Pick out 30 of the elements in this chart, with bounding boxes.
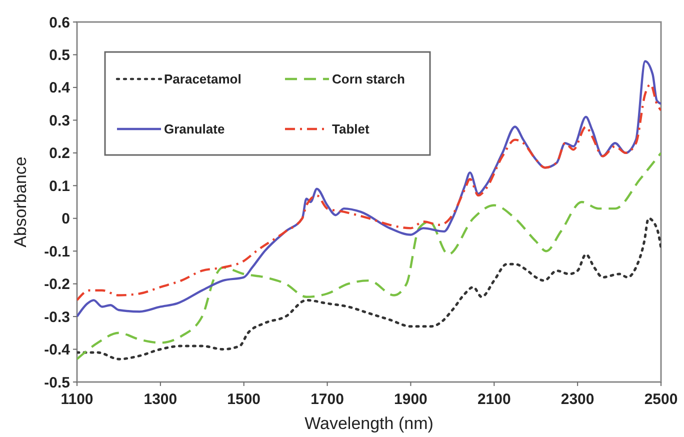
line-series: [77, 83, 661, 302]
x-tick-label: 2500: [644, 391, 678, 408]
x-tick-label: 1300: [144, 391, 178, 408]
x-tick-label: 2100: [477, 391, 511, 408]
y-tick-label: 0.3: [49, 112, 70, 130]
x-tick-label: 1900: [394, 391, 428, 408]
x-tick-label: 1700: [310, 391, 344, 408]
legend-label: Tablet: [332, 122, 370, 137]
y-axis-title: Absorbance: [11, 156, 30, 248]
y-tick-label: -0.4: [44, 342, 71, 359]
legend-label: Corn starch: [332, 72, 406, 87]
y-tick-label: 0.1: [49, 178, 70, 195]
y-tick-label: 0.2: [49, 145, 70, 162]
y-tick-label: 0: [62, 210, 70, 228]
legend-label: Paracetamol: [164, 72, 242, 87]
y-tick-label: -0.3: [44, 308, 70, 326]
x-tick-label: 1500: [227, 391, 261, 408]
x-axis-title: Wavelength (nm): [304, 414, 434, 433]
y-tick-label: -0.1: [44, 243, 70, 260]
x-tick-label: 1100: [60, 391, 94, 408]
line-series: [77, 152, 661, 360]
line-series: [77, 217, 661, 360]
line-series: [77, 60, 661, 318]
y-tick-label: 0.6: [49, 14, 70, 32]
y-tick-label: 0.5: [49, 46, 70, 64]
y-tick-label: -0.2: [44, 276, 70, 294]
y-tick-label: -0.5: [44, 374, 70, 392]
x-tick-label: 2300: [560, 391, 594, 408]
y-tick-label: 0.4: [49, 80, 71, 97]
legend-label: Granulate: [164, 122, 225, 137]
